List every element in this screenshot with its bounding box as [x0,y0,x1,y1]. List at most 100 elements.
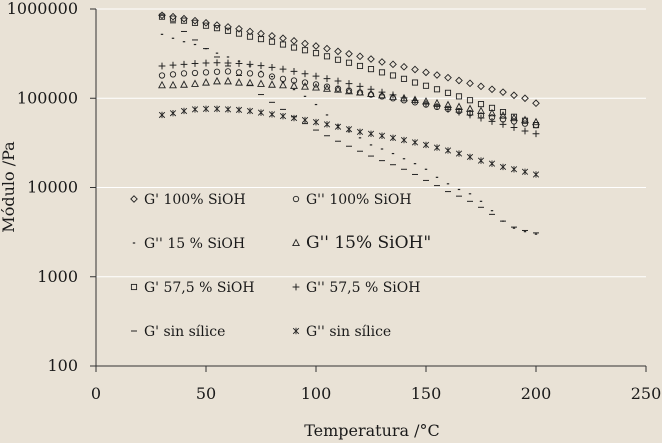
data-point [169,61,177,69]
data-point [422,141,430,149]
x-tick-label: 250 [631,384,662,403]
legend-marker [292,327,300,335]
data-point [444,89,452,96]
data-point [246,33,254,40]
data-point [202,69,210,76]
data-point [444,147,452,154]
data-point [510,124,518,131]
data-point [532,171,540,178]
data-point [413,163,417,165]
data-point [191,79,199,87]
x-tick-labels: 0 50 100 150 200 250 [91,384,661,403]
data-point [215,52,219,54]
data-point [257,29,265,38]
data-point [433,71,441,79]
data-points [158,11,540,235]
data-point [279,80,287,89]
legend-marker [130,283,138,291]
data-point [158,111,166,119]
y-tick-label: 1000 [37,267,78,286]
data-point [180,107,188,115]
data-point [224,76,232,85]
y-tick-labels: 100 1000 10000 100000 1000000 [7,0,78,375]
data-point [455,93,463,100]
data-point [334,77,342,85]
legend-label: G' sin sílice [144,324,225,340]
data-point [367,66,375,73]
data-point [213,68,221,75]
data-point [224,27,232,34]
data-point [323,44,331,53]
data-point [235,106,243,114]
data-point [257,109,265,116]
data-point [378,69,386,76]
data-point [457,188,461,191]
y-tick-label: 10000 [27,178,78,197]
data-point [290,44,298,51]
data-point [521,94,529,103]
data-point [523,231,527,233]
data-point [477,101,485,108]
data-point [279,65,287,73]
data-point [180,80,188,88]
data-point [477,106,485,115]
data-point [182,41,186,43]
data-point [477,157,485,164]
data-point [312,50,320,57]
data-point [345,126,353,133]
data-point [191,69,199,77]
data-point [510,166,518,173]
data-point [279,41,287,48]
data-point [268,73,276,80]
data-point [435,176,439,178]
data-point [334,47,342,56]
data-point [521,168,529,175]
data-point [169,109,177,117]
data-point [323,53,331,60]
data-point [455,76,463,85]
data-point [235,60,243,67]
data-point [193,43,197,46]
data-point [356,62,364,70]
data-point [422,82,430,89]
data-point [455,150,463,157]
data-point [389,72,397,79]
data-point [224,59,232,67]
data-point [389,92,397,100]
legend-label: G'' sin sílice [306,324,391,340]
data-point [334,56,342,63]
data-point [433,103,441,110]
data-point [246,60,254,68]
data-point [312,118,320,126]
data-point [235,24,243,33]
data-point [202,105,210,113]
data-point [158,72,166,79]
data-point [169,80,177,89]
data-point [301,79,309,86]
data-point [367,85,375,93]
data-point [191,19,199,26]
x-tick-label: 150 [411,384,442,403]
data-point [468,193,472,195]
data-point [499,111,507,119]
data-point [246,107,254,115]
data-point [345,49,353,58]
data-point [301,39,309,48]
data-point [334,85,342,93]
data-point [323,83,331,90]
legend-marker [292,283,300,291]
data-point [158,62,166,70]
data-point [290,114,298,122]
data-point [369,144,373,146]
legend-label: G'' 15 % SiOH [144,236,245,252]
data-point [521,127,529,135]
data-point [400,62,408,71]
data-point [367,55,375,63]
legend: G' 100% SiOH G'' 100% SiOH G'' 15 % SiOH G'… [130,192,431,340]
data-point [389,134,397,142]
data-point [279,75,287,82]
data-point [378,58,386,66]
data-point [323,121,331,128]
data-point [290,36,298,45]
data-point [259,70,263,72]
